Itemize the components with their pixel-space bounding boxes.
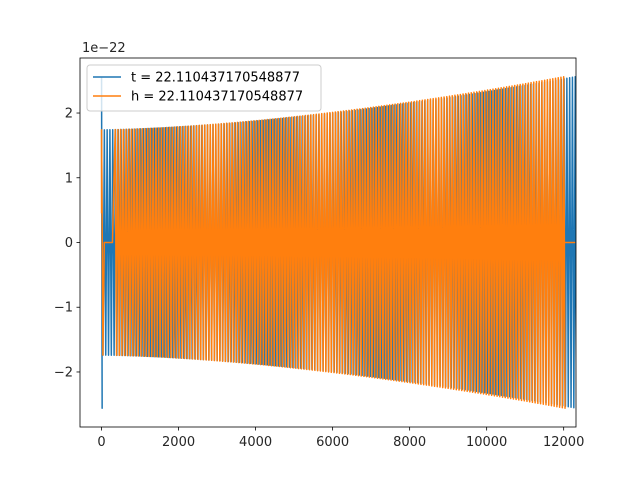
legend-label: h = 22.110437170548877 xyxy=(131,90,303,105)
x-tick-label: 4000 xyxy=(239,435,272,450)
y-tick-label: −2 xyxy=(54,365,73,380)
x-axis: 0 2000 4000 6000 8000 10000 12000 xyxy=(97,427,584,450)
x-tick-label: 0 xyxy=(97,435,105,450)
y-offset-label: 1e−22 xyxy=(82,41,126,56)
legend: t = 22.110437170548877 h = 22.11043717054… xyxy=(86,64,322,112)
y-tick-label: −1 xyxy=(54,301,73,316)
x-tick-label: 10000 xyxy=(466,435,507,450)
x-tick-label: 6000 xyxy=(316,435,349,450)
x-tick-label: 8000 xyxy=(393,435,426,450)
legend-box xyxy=(86,64,322,112)
series-line-h xyxy=(100,76,576,409)
legend-label: t = 22.110437170548877 xyxy=(131,71,300,86)
y-tick-label: 1 xyxy=(65,171,73,186)
x-tick-label: 12000 xyxy=(543,435,584,450)
y-tick-label: 2 xyxy=(65,107,73,122)
y-tick-label: 0 xyxy=(65,236,73,251)
y-axis: −2 −1 0 1 2 xyxy=(54,107,80,380)
x-tick-label: 2000 xyxy=(162,435,195,450)
